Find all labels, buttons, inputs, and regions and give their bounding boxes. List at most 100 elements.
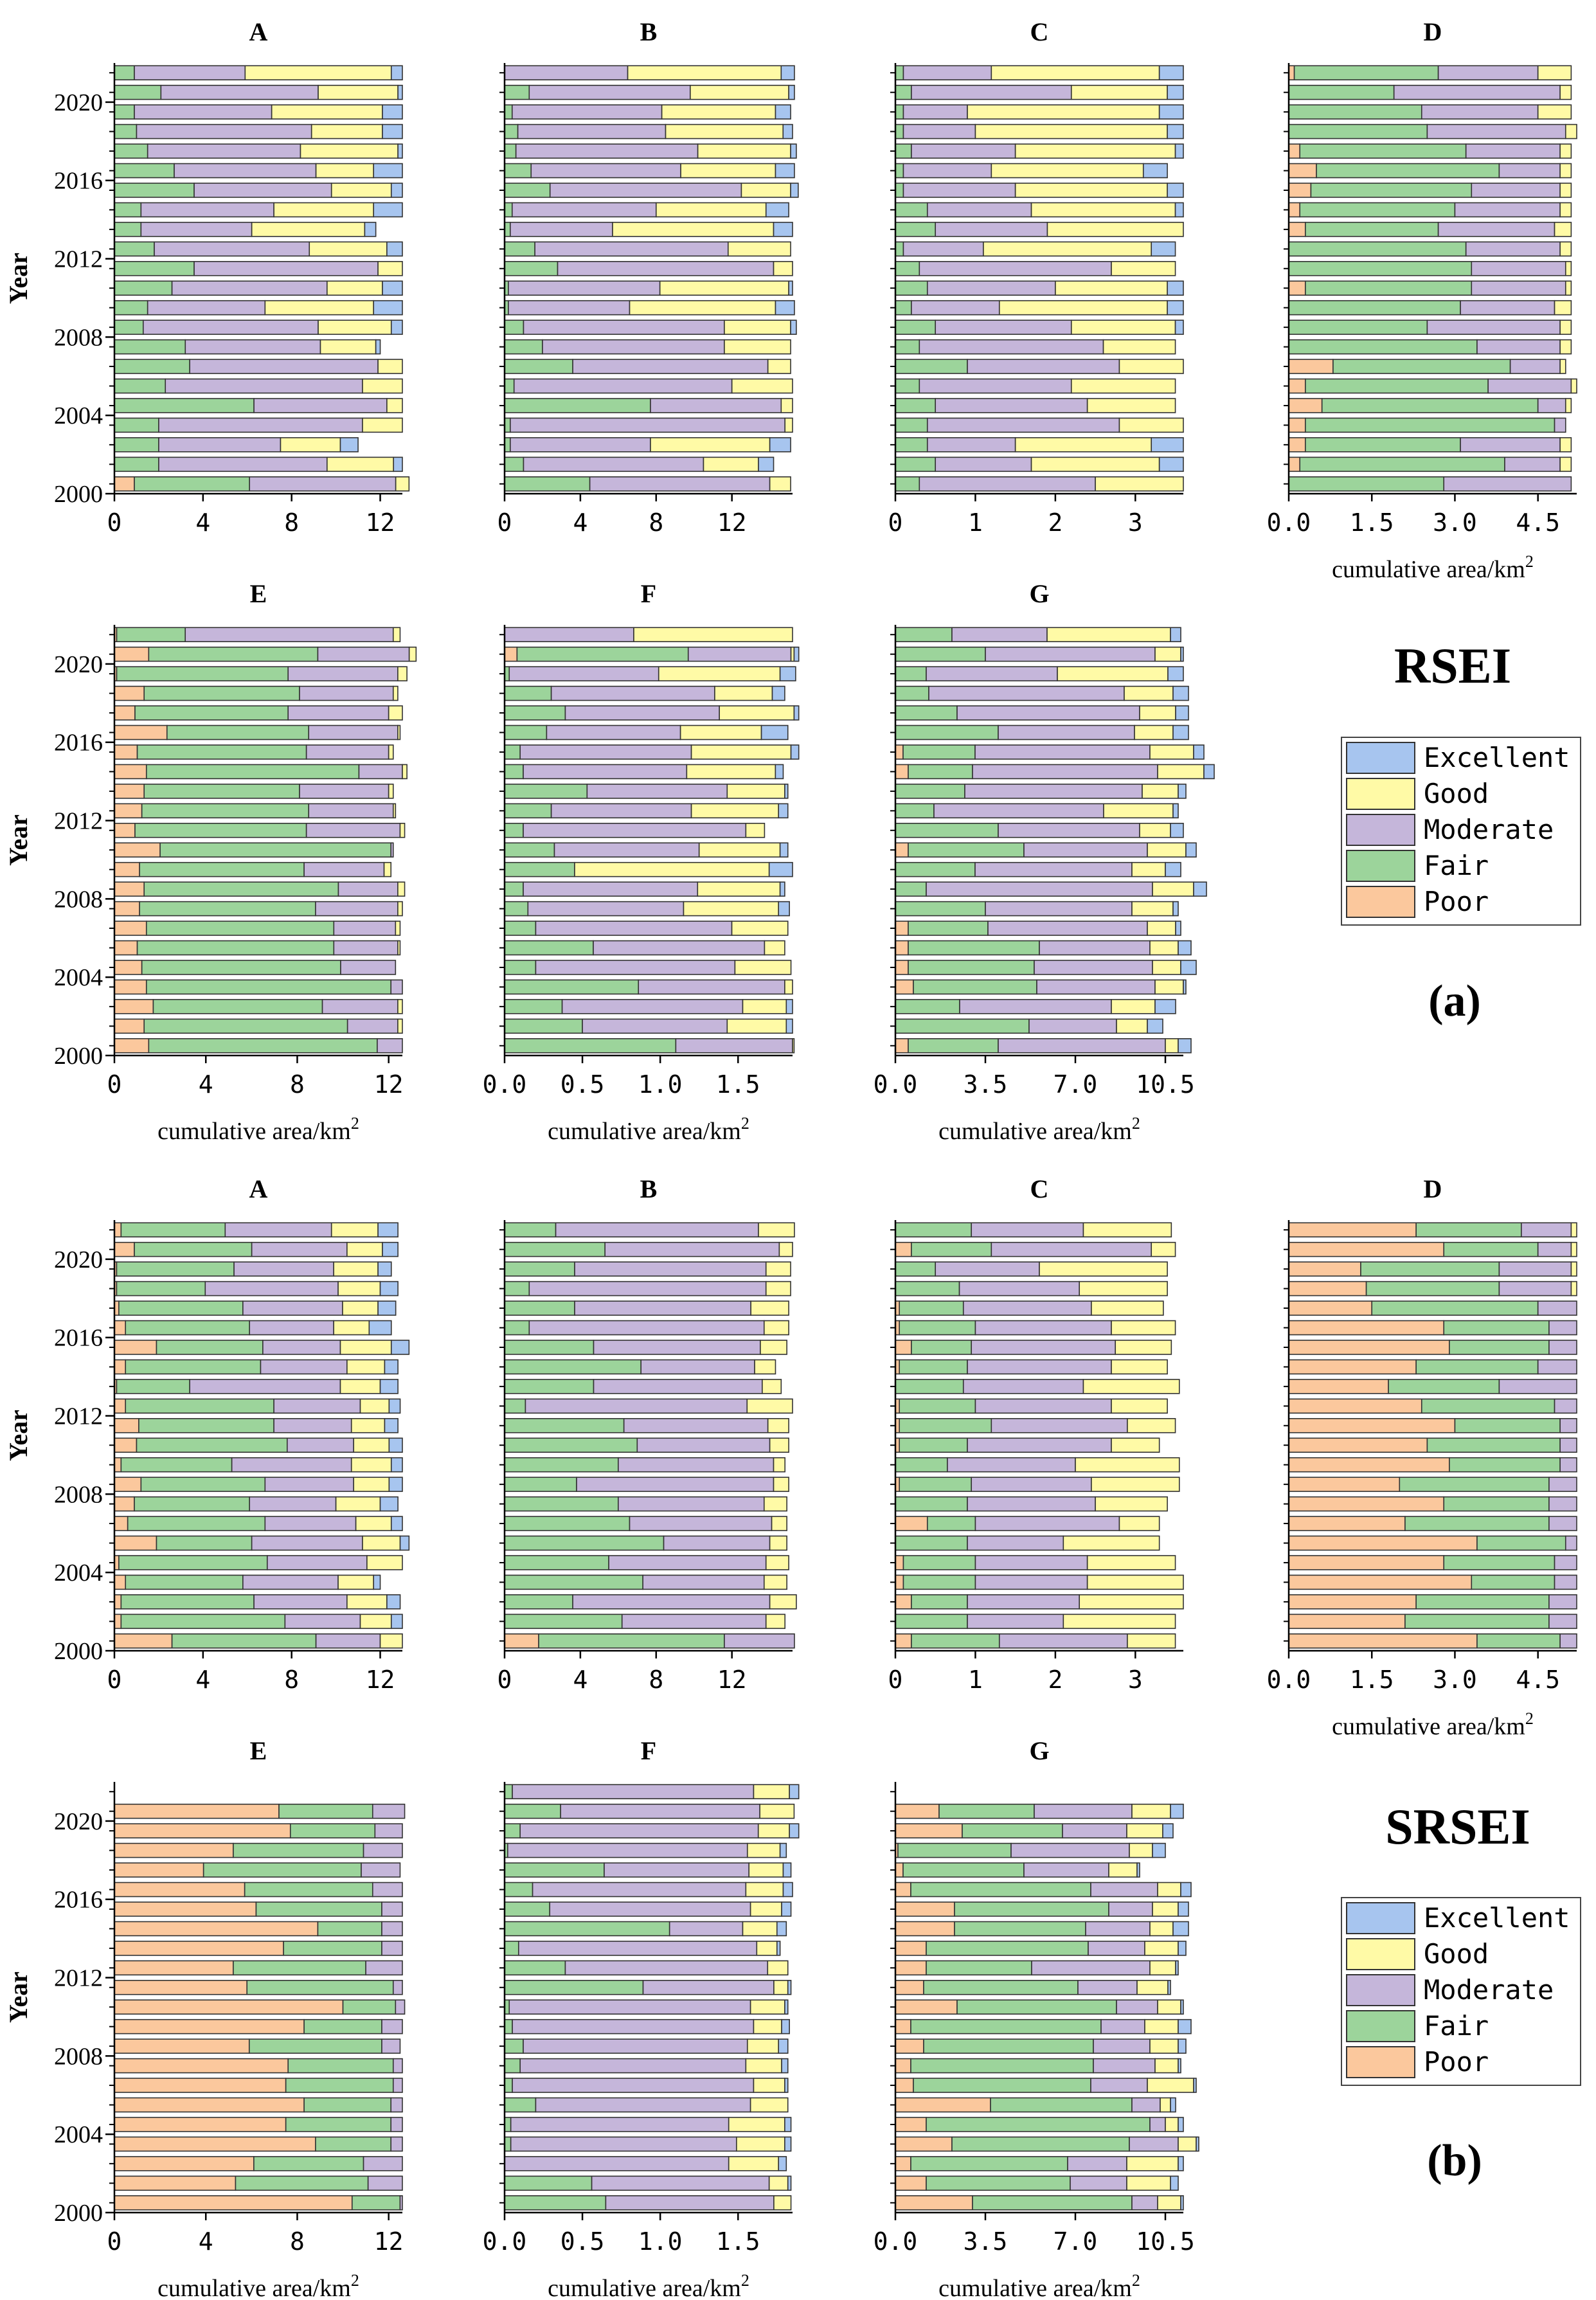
bar-good-2004 [1086, 1555, 1176, 1570]
bar-good-2012 [392, 803, 397, 819]
bar-moderate-2020 [251, 1241, 348, 1257]
bar-moderate-2008 [576, 1477, 775, 1492]
bar-good-2021 [753, 1784, 790, 1799]
bar-fair-2017 [134, 705, 289, 721]
bar-fair-2014 [895, 202, 928, 218]
bar-good-2018 [714, 685, 773, 701]
bar-excellent-2001 [393, 456, 403, 472]
bar-excellent-2014 [373, 202, 403, 218]
bar-poor-2008 [114, 881, 145, 897]
x-axis-label-sup: 2 [1132, 2271, 1140, 2290]
bar-excellent-2002 [1178, 2156, 1184, 2171]
bar-good-2007 [335, 1496, 381, 1512]
bar-moderate-2005 [1487, 378, 1572, 394]
bar-good-2009 [1144, 2018, 1179, 2035]
bar-excellent-2017 [790, 143, 797, 159]
bar-fair-2006 [913, 2078, 1091, 2093]
bar-moderate-2021 [1521, 1222, 1572, 1237]
bar-fair-2011 [504, 1980, 644, 1995]
bar-good-2018 [746, 1842, 781, 1858]
bar-good-2004 [1165, 2117, 1179, 2132]
year-label: 2000 [54, 481, 103, 508]
panel-srsei-e: E 2000 2004 2008 2012 2016 2020 Year 0 4 8 12 cumula… [4, 1736, 406, 2300]
bar-good-2016 [1157, 1882, 1181, 1898]
bar-fair-2002 [114, 437, 159, 453]
bar-moderate-2004 [510, 2117, 730, 2132]
bar-excellent-2019 [382, 104, 403, 120]
bar-moderate-2005 [1131, 2097, 1161, 2113]
bar-good-2001 [726, 1018, 787, 1034]
bar-moderate-2012 [365, 1960, 403, 1976]
bar-fair-2007 [895, 1496, 968, 1512]
bar-poor-2020 [114, 1803, 280, 1819]
bar-poor-2010 [895, 1999, 958, 2015]
bar-excellent-2002 [1154, 999, 1176, 1014]
bar-moderate-2005 [593, 940, 766, 956]
bar-good-2011 [350, 1418, 386, 1433]
bar-moderate-2020 [991, 1241, 1152, 1257]
bar-good-2006 [355, 1516, 392, 1531]
bar-good-2010 [1147, 842, 1187, 858]
bar-good-2005 [362, 1535, 401, 1551]
bar-moderate-2014 [1085, 1921, 1151, 1937]
x-tick-label: 3 [1128, 508, 1143, 537]
bar-moderate-2009 [381, 2018, 403, 2035]
bar-moderate-2015 [1548, 1340, 1577, 1355]
bar-fair-2021 [116, 627, 186, 642]
bar-poor-2001 [1288, 1613, 1406, 1630]
bar-fair-2018 [504, 123, 519, 139]
bar-good-2008 [397, 881, 406, 897]
bar-good-2012 [1111, 1398, 1168, 1414]
bar-excellent-2011 [787, 1980, 792, 1995]
bar-fair-2010 [159, 842, 392, 858]
bar-moderate-2000 [589, 476, 771, 492]
bar-good-2000 [792, 1038, 795, 1054]
bar-poor-2002 [114, 1594, 122, 1610]
bar-poor-2015 [114, 1340, 157, 1355]
bar-moderate-2012 [534, 241, 729, 257]
bar-good-2001 [765, 1613, 786, 1630]
bar-fair-2021 [114, 65, 135, 80]
bar-poor-2020 [895, 1803, 940, 1819]
bar-moderate-2007 [392, 2058, 403, 2074]
bar-excellent-2021 [789, 1784, 800, 1799]
bar-moderate-2005 [1565, 1535, 1577, 1551]
legend-swatch-excellent [1346, 1902, 1415, 1934]
bar-good-2012 [359, 1398, 390, 1414]
bar-poor-2016 [114, 1882, 246, 1898]
x-tick-label: 4 [199, 2227, 213, 2256]
bar-poor-2015 [1288, 183, 1312, 198]
bar-moderate-2014 [358, 764, 403, 780]
bar-excellent-2018 [771, 685, 785, 701]
panel-rsei-d: D 0.0 1.5 3.0 4.5 cumulative area/km2 [1267, 17, 1577, 583]
bar-fair-2018 [504, 1280, 530, 1297]
legend-swatch-moderate [1346, 1974, 1415, 2006]
bar-moderate-2006 [572, 359, 769, 374]
bar-fair-2009 [504, 2018, 513, 2035]
bar-excellent-2002 [1151, 437, 1184, 453]
bar-poor-2000 [895, 1038, 909, 1054]
bar-good-2018 [1570, 1280, 1577, 1297]
legend-label-fair: Fair [1424, 2010, 1489, 2042]
bar-good-2005 [397, 940, 401, 956]
bar-fair-2003 [1305, 417, 1556, 433]
bar-fair-2014 [317, 1921, 382, 1937]
bar-moderate-2005 [333, 940, 399, 956]
bar-good-2002 [1014, 437, 1152, 453]
bar-fair-2008 [248, 2038, 382, 2054]
bar-fair-2012 [1421, 1398, 1556, 1414]
bar-poor-2000 [114, 2195, 353, 2211]
panel-title: G [1029, 1736, 1049, 1765]
bar-poor-2020 [895, 1241, 912, 1257]
panel-title: D [1424, 17, 1442, 46]
bar-poor-2013 [114, 784, 145, 799]
bar-moderate-2011 [1559, 1418, 1577, 1433]
x-tick-label: 0 [498, 508, 512, 537]
bar-fair-2006 [127, 1516, 266, 1531]
year-label: 2004 [54, 402, 103, 429]
bar-good-2010 [769, 1437, 789, 1453]
bar-good-2012 [1559, 241, 1572, 257]
x-axis-label-text: cumulative area/km [1332, 1713, 1525, 1740]
bar-moderate-2004 [535, 960, 736, 975]
bar-excellent-2019 [789, 1823, 800, 1838]
